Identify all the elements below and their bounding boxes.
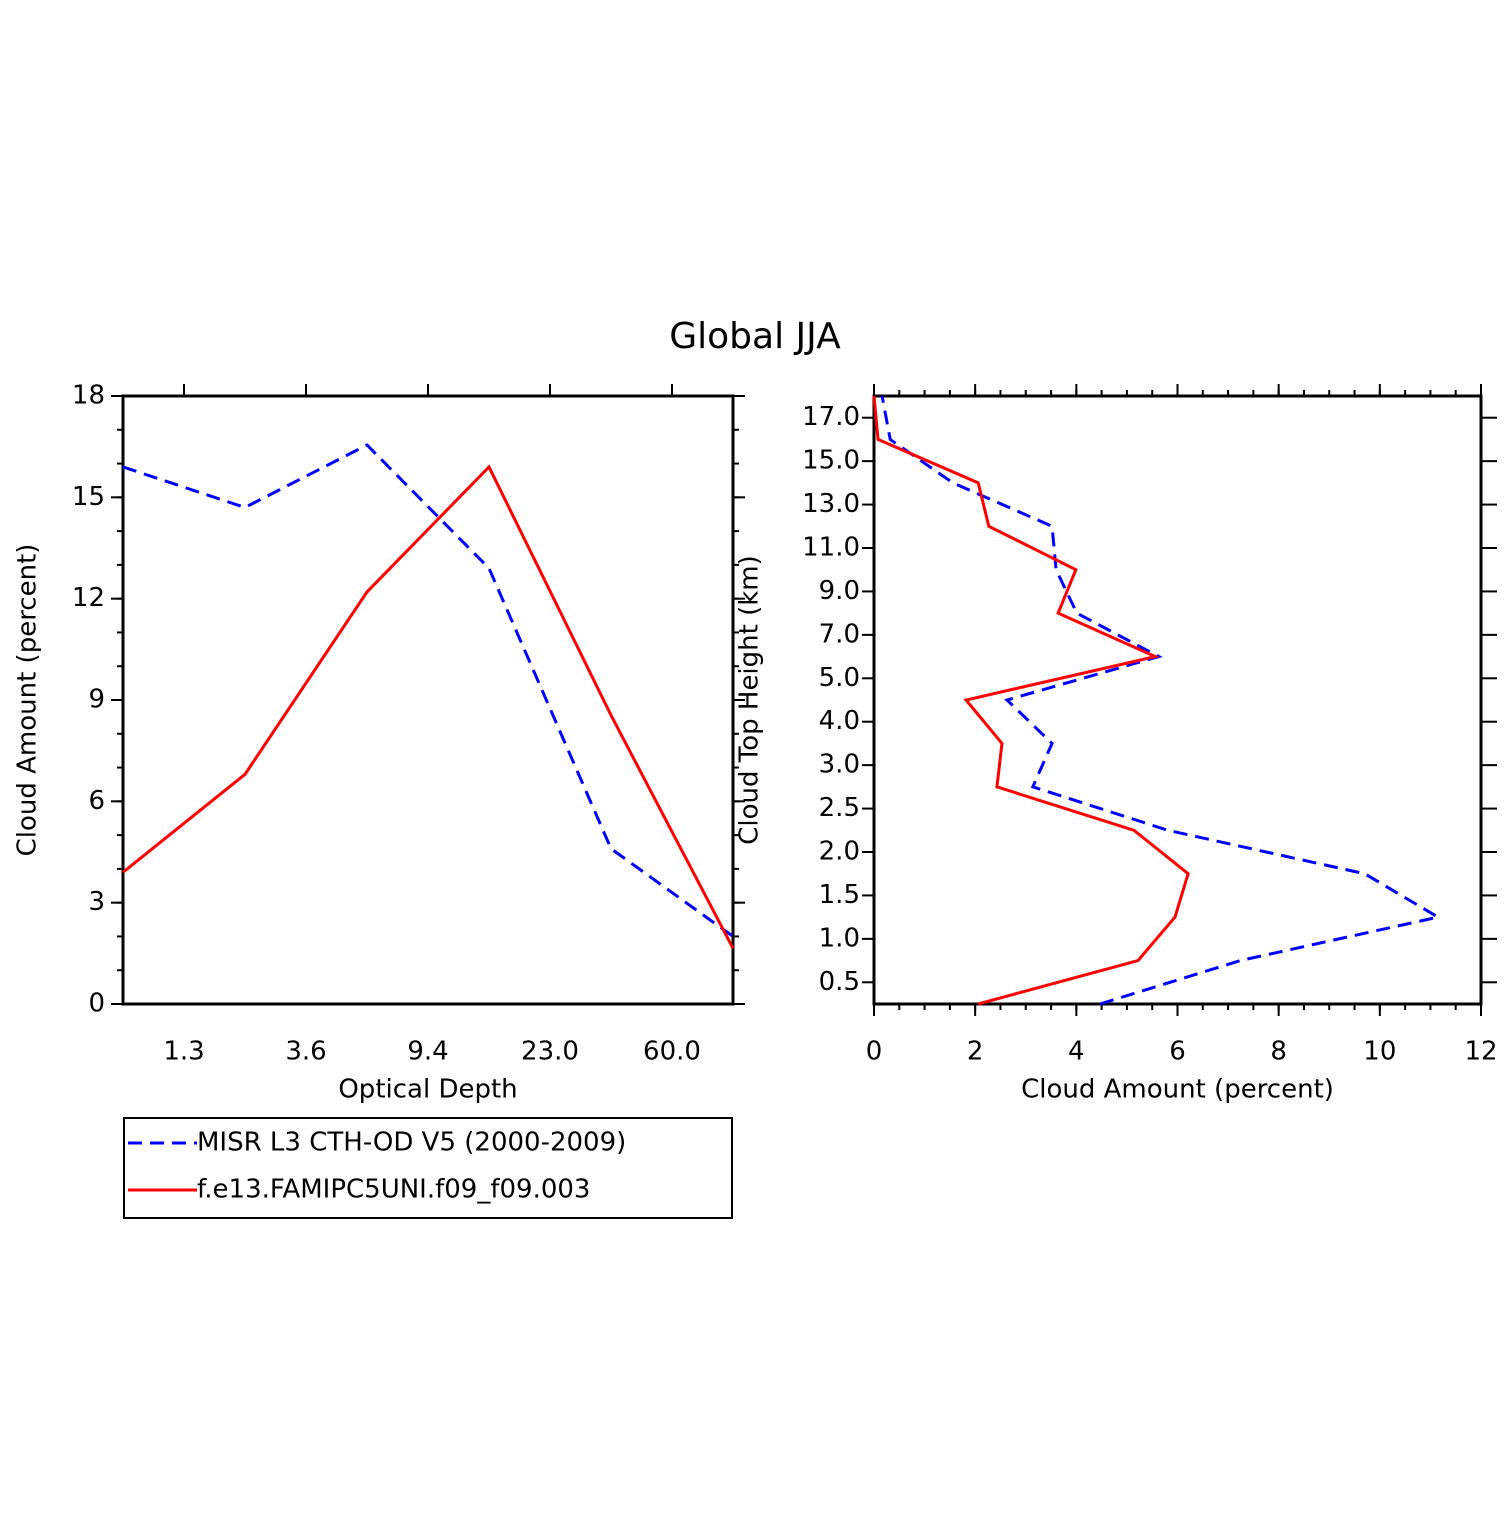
y-tick-label: 4.0 <box>819 706 860 736</box>
x-tick-label: 0 <box>866 1037 883 1067</box>
x-tick-label: 2 <box>967 1037 984 1067</box>
y-axis-label: Cloud Amount (percent) <box>13 544 43 857</box>
y-tick-label: 6 <box>88 786 105 816</box>
x-axis-label: Optical Depth <box>338 1075 517 1105</box>
y-tick-label: 5.0 <box>819 663 860 693</box>
legend-label: MISR L3 CTH-OD V5 (2000-2009) <box>197 1128 626 1158</box>
x-axis-label: Cloud Amount (percent) <box>1021 1075 1334 1105</box>
y-tick-label: 18 <box>72 381 105 411</box>
data-line <box>122 443 734 938</box>
x-tick-label: 12 <box>1464 1037 1497 1067</box>
x-tick-label: 1.3 <box>163 1037 204 1067</box>
x-tick-label: 3.6 <box>285 1037 326 1067</box>
y-tick-label: 12 <box>72 583 105 613</box>
y-axis-label: Cloud Top Height (km) <box>735 555 765 845</box>
y-tick-label: 0.5 <box>819 967 860 997</box>
y-tick-label: 1.0 <box>819 923 860 953</box>
x-tick-label: 23.0 <box>521 1037 579 1067</box>
x-tick-label: 8 <box>1270 1037 1287 1067</box>
y-tick-label: 13.0 <box>802 489 860 519</box>
y-tick-label: 17.0 <box>802 402 860 432</box>
y-tick-label: 9.0 <box>819 576 860 606</box>
y-tick-label: 7.0 <box>819 619 860 649</box>
x-tick-label: 4 <box>1068 1037 1085 1067</box>
y-tick-label: 3 <box>88 887 105 917</box>
x-tick-label: 10 <box>1363 1037 1396 1067</box>
x-tick-label: 60.0 <box>643 1037 701 1067</box>
legend-box <box>123 1117 733 1219</box>
y-tick-label: 1.5 <box>819 880 860 910</box>
plot-frame <box>872 394 1483 1006</box>
x-tick-label: 9.4 <box>407 1037 448 1067</box>
y-tick-label: 2.5 <box>819 793 860 823</box>
data-line <box>872 395 1190 1006</box>
y-tick-label: 2.0 <box>819 837 860 867</box>
data-line <box>122 464 735 949</box>
y-tick-label: 15.0 <box>802 446 860 476</box>
y-tick-label: 9 <box>88 685 105 715</box>
x-tick-label: 6 <box>1169 1037 1186 1067</box>
figure-title: Global JJA <box>669 316 841 357</box>
y-tick-label: 3.0 <box>819 750 860 780</box>
plot-frame <box>121 394 735 1006</box>
y-tick-label: 11.0 <box>802 533 860 563</box>
data-line <box>880 395 1443 1006</box>
legend-label: f.e13.FAMIPC5UNI.f09_f09.003 <box>197 1175 590 1205</box>
y-tick-label: 15 <box>72 482 105 512</box>
y-tick-label: 0 <box>88 989 105 1019</box>
